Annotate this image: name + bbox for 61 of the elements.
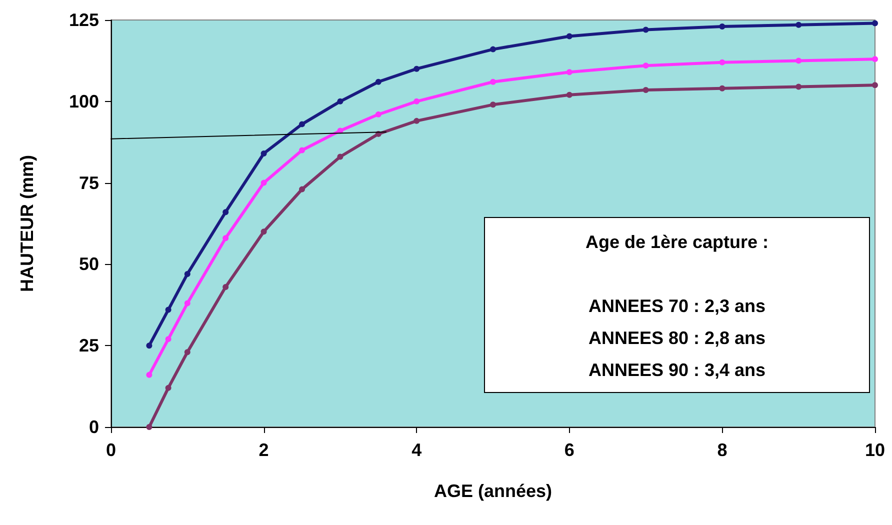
point — [642, 87, 649, 93]
point — [299, 121, 305, 128]
point — [165, 384, 172, 391]
point — [146, 424, 152, 430]
y-tick-label: 100 — [68, 91, 99, 112]
point — [222, 284, 229, 290]
point — [146, 342, 152, 349]
point — [719, 59, 726, 66]
y-tick-label: 125 — [68, 10, 99, 30]
point — [184, 300, 190, 306]
x-axis-title: AGE (années) — [434, 481, 552, 501]
point — [796, 84, 802, 90]
point — [184, 270, 190, 277]
point — [222, 209, 229, 216]
point — [872, 82, 878, 88]
x-tick-label: 10 — [864, 440, 886, 460]
annotation: ANNEES 80 : 2,8 ans — [587, 327, 767, 350]
point — [490, 46, 496, 52]
point — [375, 78, 382, 85]
point — [260, 228, 267, 235]
point — [872, 56, 878, 62]
annotation: Age de 1ère capture : — [584, 231, 770, 254]
point — [796, 58, 802, 64]
point — [299, 147, 305, 154]
point — [796, 22, 802, 28]
point — [490, 102, 496, 108]
y-axis-title: HAUTEUR (mm) — [17, 155, 37, 292]
point — [719, 85, 726, 92]
point — [566, 33, 572, 40]
point — [642, 26, 649, 33]
y-tick-label: 0 — [88, 417, 99, 437]
y-tick-label: 25 — [78, 336, 99, 356]
point — [337, 154, 344, 160]
x-tick-label: 2 — [258, 440, 269, 460]
point — [719, 24, 726, 30]
point — [337, 98, 344, 104]
point — [165, 306, 172, 313]
point — [566, 92, 572, 98]
annotation: ANNEES 90 : 3,4 ans — [587, 359, 767, 382]
point — [299, 186, 305, 192]
point — [184, 349, 190, 356]
point — [566, 69, 572, 76]
point — [414, 66, 420, 72]
point — [642, 62, 649, 69]
point — [872, 20, 878, 26]
point — [146, 372, 152, 378]
x-tick-label: 4 — [412, 440, 422, 460]
x-tick-label: 0 — [106, 440, 116, 460]
point — [414, 98, 420, 104]
x-tick-label: 8 — [717, 440, 728, 460]
annotation: ANNEES 70 : 2,3 ans — [587, 295, 767, 318]
y-tick-label: 75 — [78, 172, 99, 193]
point — [260, 150, 267, 156]
point — [490, 78, 496, 85]
point — [375, 111, 382, 118]
point — [165, 336, 172, 342]
x-tick-label: 6 — [564, 440, 574, 460]
point — [414, 118, 420, 124]
point — [222, 235, 229, 242]
point — [260, 180, 267, 186]
y-tick-label: 50 — [78, 254, 99, 274]
